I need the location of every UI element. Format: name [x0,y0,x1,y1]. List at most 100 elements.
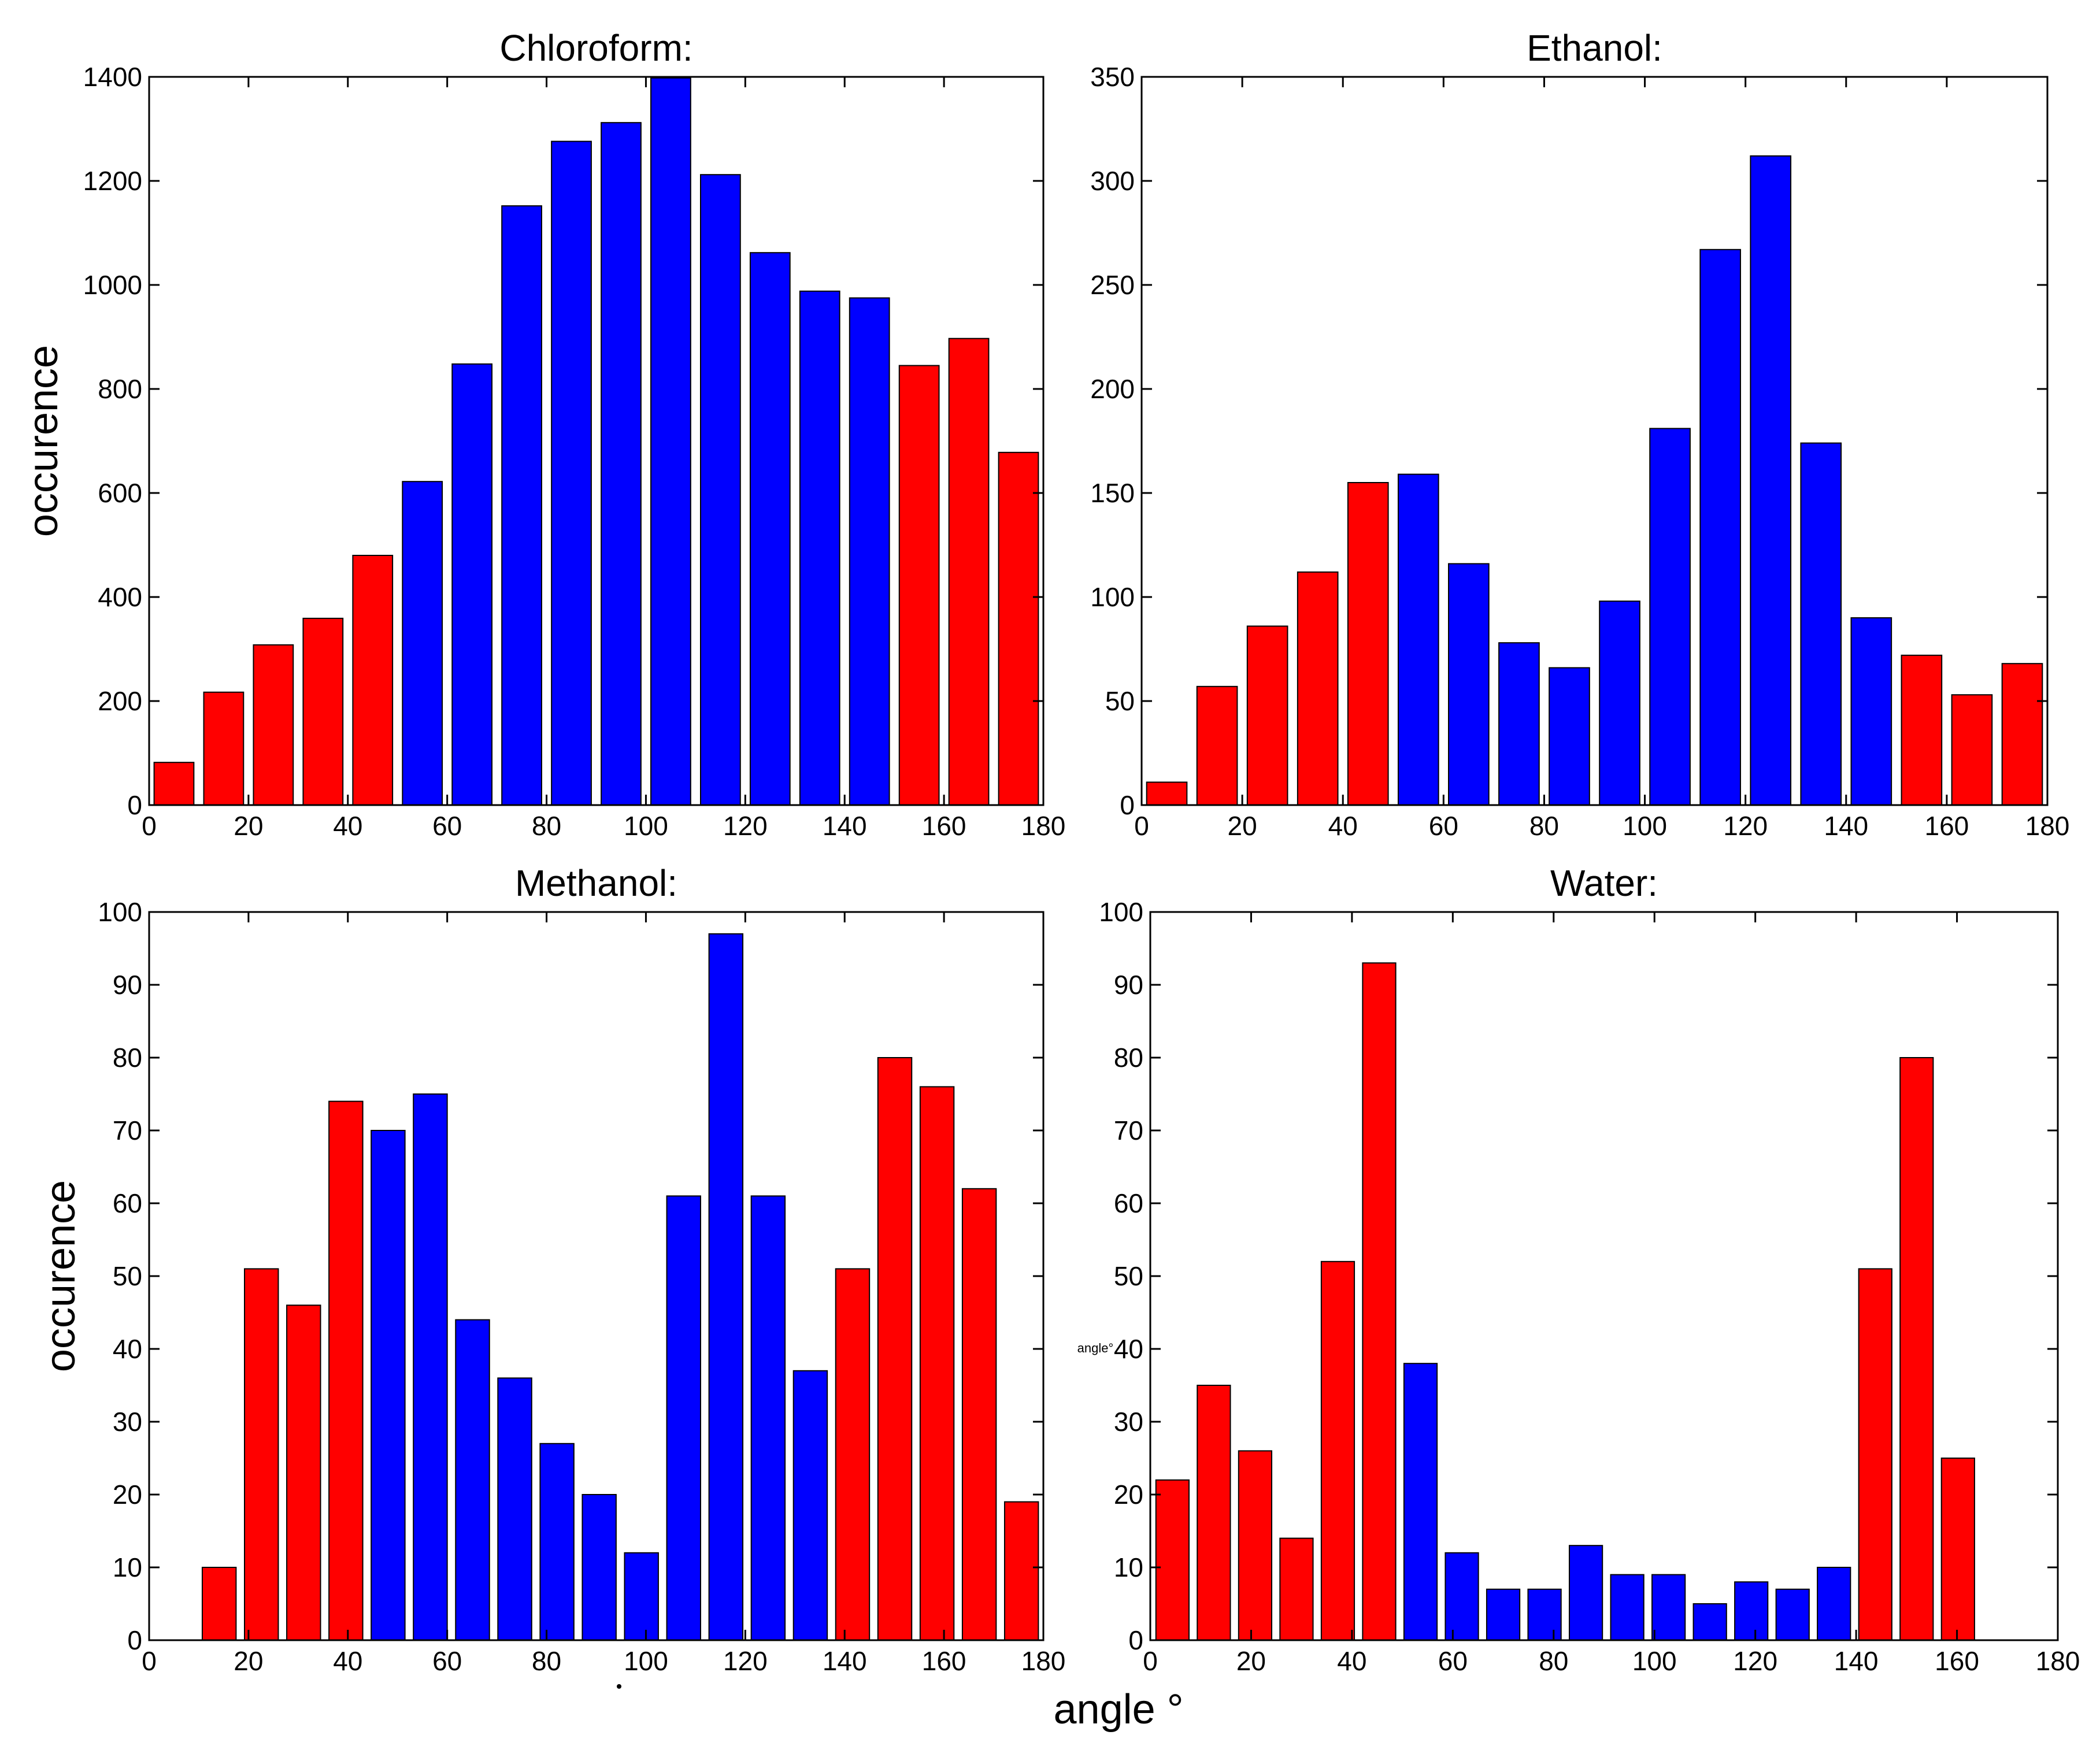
x-tick-label: 80 [532,1646,561,1676]
axes-box [1140,76,2049,806]
y-tick-label: 90 [1114,970,1143,1000]
bar [1155,1479,1190,1640]
x-tick-label: 120 [1723,811,1768,841]
x-tick-label: 80 [1529,811,1559,841]
bars [1155,962,1975,1640]
chloroform-panel: 0 20 40 60 80 100 120 140 160 180 0 200 400 600 800 100… [20,27,1138,841]
bar [835,1268,871,1640]
x-tick-label: 120 [1733,1646,1777,1676]
bar [1238,1450,1273,1640]
y-tick-label: 60 [1114,1188,1143,1218]
y-tick-label: 60 [113,1188,142,1218]
x-tick-label: 60 [1429,811,1458,841]
bar [1549,667,1590,805]
y-tick-label: 80 [113,1043,142,1073]
bar [328,1100,364,1640]
bar [1320,1260,1355,1640]
y-tick-label: 0 [127,1625,142,1655]
y-tick-label: 40 [113,1334,142,1364]
methanol-panel: 0 20 40 60 80 100 120 140 160 180 0 10 20 30 40 50 60 70 8… [38,862,1065,1676]
bar [153,762,195,805]
bar [2001,663,2043,805]
x-tick-label: 160 [1925,811,1969,841]
stray-dot [617,1684,621,1689]
bar [666,1195,701,1640]
x-tick-label: 100 [1632,1646,1677,1676]
bar [371,1130,406,1640]
bar [1403,1363,1438,1640]
y-tick-label: 90 [113,970,142,1000]
bar [1527,1588,1562,1640]
bar [650,77,691,805]
bar [898,365,940,805]
x-tick-label: 60 [432,1646,462,1676]
bar [849,297,890,805]
bar [1599,600,1640,805]
bars [153,77,1138,805]
x-tick-label: 180 [2025,811,2070,841]
bar [497,1377,532,1640]
axes-box [148,76,1045,806]
x-tick-label: 0 [1134,811,1149,841]
x-tick-label: 40 [333,811,362,841]
bar [1196,685,1238,805]
x-tick-label: 60 [432,811,462,841]
bar [1901,654,1943,805]
bar [624,1552,659,1640]
bar [253,644,294,805]
bar [1098,343,1138,805]
bar [877,1057,913,1640]
bar [1146,781,1188,805]
bar [792,1370,828,1640]
bar [1951,694,1993,805]
x-tick-label: 180 [2036,1646,2080,1676]
bar [582,1494,617,1640]
bar [1568,1545,1603,1640]
x-tick-label: 140 [823,1646,867,1676]
x-tick-label: 40 [1328,811,1358,841]
y-tick-label: 80 [1114,1043,1143,1073]
x-tick-label: 0 [142,811,157,841]
y-tick-label: 0 [1120,790,1135,820]
bar [451,363,493,805]
bar [402,481,443,805]
x-tick-label: 60 [1438,1646,1468,1676]
bar [1692,1603,1727,1640]
x-tick-label: 160 [1935,1646,1979,1676]
x-tick-label: 80 [1539,1646,1568,1676]
bar [750,1195,786,1640]
x-tick-label: 20 [1228,811,1257,841]
bar [551,140,592,805]
bar [1279,1537,1314,1640]
y-tick-label: 200 [98,686,142,716]
x-tick-label: 0 [142,1646,157,1676]
x-tick-label: 140 [823,811,867,841]
bar [2053,745,2093,805]
y-tick-label: 50 [1114,1261,1143,1291]
x-tick-label: 180 [1021,1646,1066,1676]
y-tick-label: 1400 [83,62,142,92]
panel-title: Methanol: [515,862,677,904]
x-tick-label: 100 [1623,811,1667,841]
x-tick-label: 100 [624,811,668,841]
stray-angle-label: angle° [1077,1341,1114,1355]
bar [1003,1501,1039,1640]
bar [1800,442,1842,805]
bar [1347,482,1389,805]
x-axis-label: angle ° [1054,1686,1184,1733]
bar [201,1567,237,1640]
y-tick-label: 30 [1114,1407,1143,1437]
bar [1649,428,1691,805]
y-tick-label: 10 [113,1552,142,1582]
bar [1734,1581,1769,1640]
bar [244,1268,279,1640]
x-tick-label: 160 [922,1646,966,1676]
bar [1610,1574,1645,1640]
y-tick-label: 50 [113,1261,142,1291]
y-tick-label: 150 [1090,478,1135,508]
bar [455,1319,490,1640]
bar [1397,473,1439,805]
panel-title: Water: [1550,862,1658,904]
bar [601,122,642,805]
bar [1817,1567,1851,1640]
